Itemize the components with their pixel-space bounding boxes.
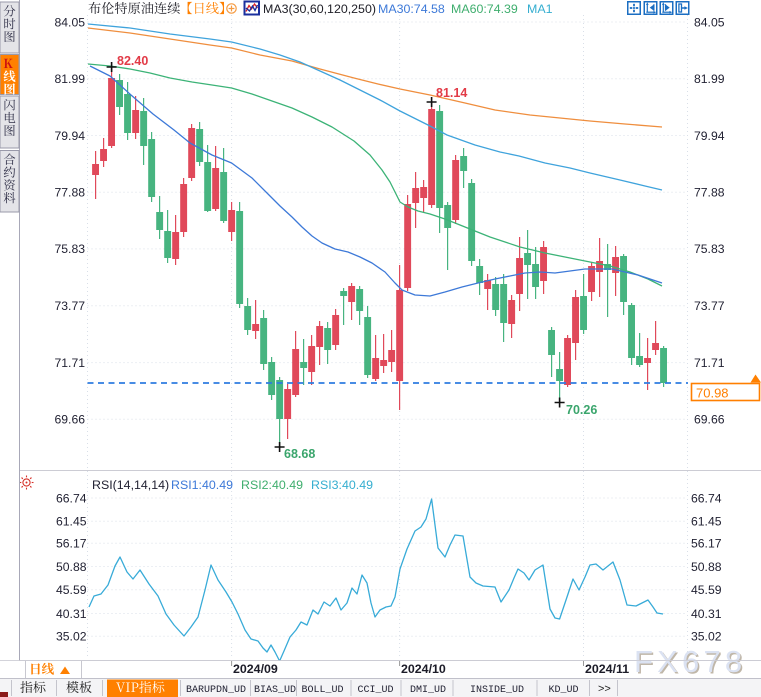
- svg-text:66.74: 66.74: [691, 491, 722, 505]
- svg-text:2024/09: 2024/09: [233, 662, 278, 676]
- svg-text:45.59: 45.59: [691, 583, 722, 597]
- svg-text:56.17: 56.17: [56, 537, 87, 551]
- svg-text:RSI3:40.49: RSI3:40.49: [311, 478, 373, 492]
- svg-text:DMI_UD: DMI_UD: [410, 685, 446, 696]
- svg-text:35.02: 35.02: [56, 630, 87, 644]
- svg-text:FX678: FX678: [636, 646, 748, 681]
- svg-text:77.88: 77.88: [694, 186, 725, 200]
- svg-text:71.71: 71.71: [694, 356, 725, 370]
- svg-text:81.99: 81.99: [694, 72, 725, 86]
- svg-text:BIAS_UD: BIAS_UD: [254, 685, 296, 696]
- svg-text:CCI_UD: CCI_UD: [358, 685, 394, 696]
- svg-text:75.83: 75.83: [55, 242, 86, 256]
- svg-text:MA30:74.58: MA30:74.58: [378, 2, 445, 16]
- svg-text:FX678: FX678: [634, 644, 746, 679]
- svg-text:61.45: 61.45: [691, 515, 722, 529]
- svg-text:81.14: 81.14: [436, 86, 467, 100]
- svg-text:81.99: 81.99: [55, 72, 86, 86]
- svg-text:MA3(30,60,120,250): MA3(30,60,120,250): [263, 2, 376, 16]
- svg-text:40.31: 40.31: [56, 607, 87, 621]
- svg-text:79.94: 79.94: [694, 129, 725, 143]
- svg-text:84.05: 84.05: [55, 15, 86, 29]
- svg-text:73.77: 73.77: [694, 299, 725, 313]
- svg-text:45.59: 45.59: [56, 583, 87, 597]
- svg-text:KD_UD: KD_UD: [549, 685, 579, 696]
- svg-text:2024/10: 2024/10: [401, 662, 446, 676]
- svg-text:77.88: 77.88: [55, 186, 86, 200]
- svg-text:71.71: 71.71: [55, 356, 86, 370]
- svg-text:70.98: 70.98: [696, 386, 729, 401]
- svg-text:73.77: 73.77: [55, 299, 86, 313]
- svg-text:INSIDE_UD: INSIDE_UD: [470, 685, 524, 696]
- svg-text:MA1: MA1: [527, 2, 553, 16]
- svg-text:69.66: 69.66: [694, 413, 725, 427]
- svg-text:50.88: 50.88: [56, 560, 87, 574]
- svg-text:70.26: 70.26: [566, 403, 597, 417]
- svg-text:82.40: 82.40: [117, 54, 148, 68]
- svg-text:>>: >>: [598, 683, 611, 695]
- svg-text:MA60:74.39: MA60:74.39: [451, 2, 518, 16]
- svg-text:RSI1:40.49: RSI1:40.49: [171, 478, 233, 492]
- svg-text:40.31: 40.31: [691, 607, 722, 621]
- svg-text:35.02: 35.02: [691, 630, 722, 644]
- svg-text:56.17: 56.17: [691, 537, 722, 551]
- svg-text:79.94: 79.94: [55, 129, 86, 143]
- svg-text:RSI2:40.49: RSI2:40.49: [241, 478, 303, 492]
- svg-text:66.74: 66.74: [56, 491, 87, 505]
- svg-text:84.05: 84.05: [694, 15, 725, 29]
- svg-text:RSI(14,14,14): RSI(14,14,14): [92, 478, 169, 492]
- svg-text:69.66: 69.66: [55, 413, 86, 427]
- svg-text:BARUPDN_UD: BARUPDN_UD: [186, 685, 246, 696]
- svg-text:61.45: 61.45: [56, 515, 87, 529]
- svg-text:75.83: 75.83: [694, 242, 725, 256]
- svg-text:2024/11: 2024/11: [585, 662, 629, 676]
- svg-text:50.88: 50.88: [691, 560, 722, 574]
- svg-text:BOLL_UD: BOLL_UD: [302, 685, 344, 696]
- svg-text:68.68: 68.68: [284, 447, 315, 461]
